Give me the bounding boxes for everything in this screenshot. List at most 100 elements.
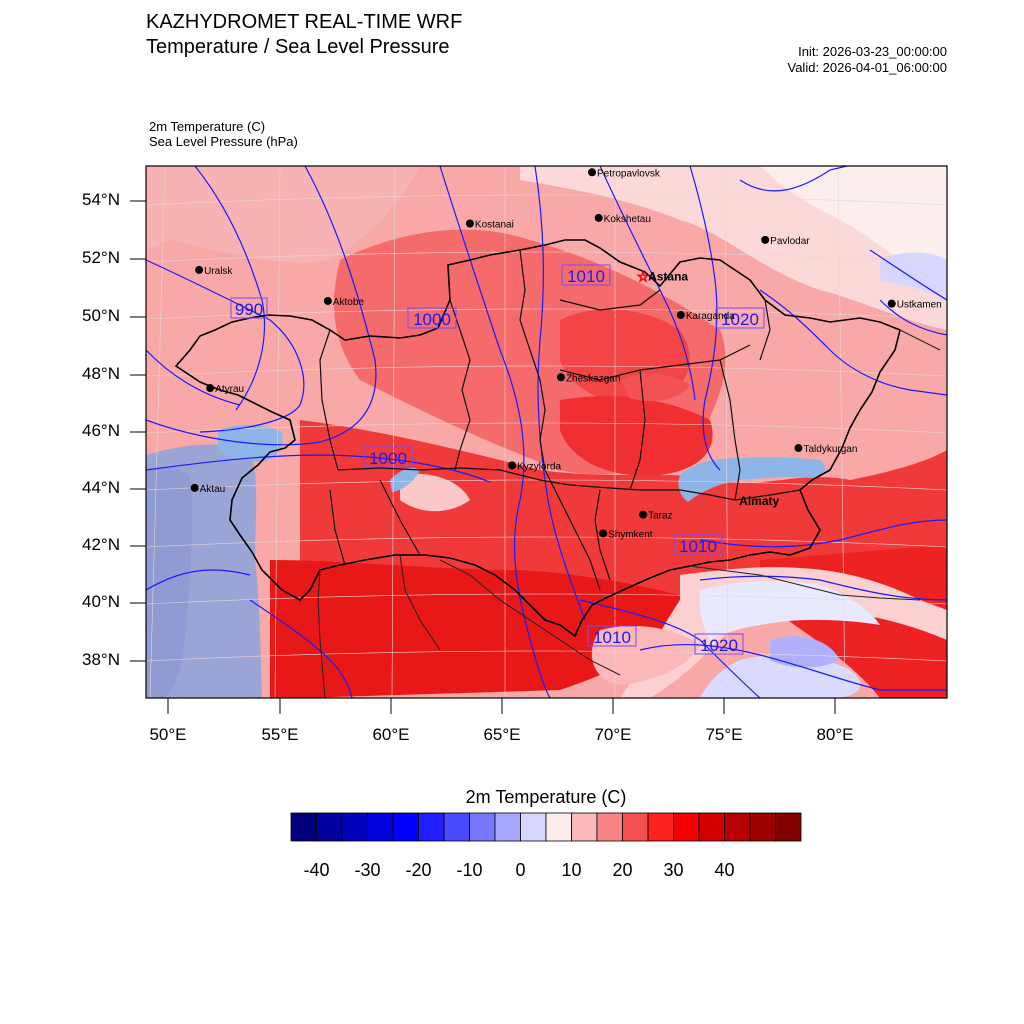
colorbar-tick-label: 30 bbox=[663, 860, 684, 880]
city-marker-dot bbox=[676, 311, 685, 320]
city-marker-dot bbox=[639, 510, 648, 519]
city-label: Karaganda bbox=[686, 311, 735, 322]
city-marker-dot bbox=[887, 299, 896, 308]
colorbar-swatch bbox=[596, 812, 623, 842]
lon-label: 65°E bbox=[483, 725, 521, 744]
map-title: KAZHYDROMET REAL-TIME WRF bbox=[146, 11, 463, 33]
lon-label: 60°E bbox=[372, 725, 410, 744]
city-marker-dot bbox=[599, 529, 608, 538]
colorbar-tick-label: 40 bbox=[714, 860, 735, 880]
lat-label: 48°N bbox=[82, 364, 120, 383]
colorbar-tick-label: -40 bbox=[303, 860, 330, 880]
lon-label: 50°E bbox=[149, 725, 187, 744]
country-border bbox=[174, 239, 901, 638]
isobar-labels: 990 1000 1010 1020 1000 1010 1010 1020 bbox=[230, 264, 765, 655]
colorbar-swatch bbox=[698, 812, 725, 842]
colorbar-swatch bbox=[775, 812, 802, 842]
city-marker-dot bbox=[556, 373, 565, 382]
colorbar-swatch bbox=[494, 812, 521, 842]
isobar-label: 1020 bbox=[700, 636, 738, 655]
city-marker-dot bbox=[588, 168, 597, 177]
lat-label: 50°N bbox=[82, 306, 120, 325]
valid-time: Valid: 2026-04-01_06:00:00 bbox=[787, 60, 948, 75]
city-label: Astana bbox=[648, 269, 688, 283]
colorbar bbox=[290, 812, 802, 842]
city-marker-dot bbox=[465, 219, 474, 228]
colorbar-swatch bbox=[290, 812, 317, 842]
isobar-label: 1020 bbox=[721, 310, 759, 329]
colorbar-tick-label: 0 bbox=[515, 860, 526, 880]
lon-label: 55°E bbox=[261, 725, 299, 744]
city-label: Almaty bbox=[739, 494, 779, 508]
colorbar-swatch bbox=[316, 812, 343, 842]
colorbar-swatch bbox=[469, 812, 496, 842]
isobar-label: 1000 bbox=[413, 310, 451, 329]
colorbar-tick-label: -10 bbox=[456, 860, 483, 880]
colorbar-swatch bbox=[545, 812, 572, 842]
colorbar-swatch bbox=[647, 812, 674, 842]
city-label: Atyrau bbox=[215, 384, 244, 395]
colorbar-tick-label: -30 bbox=[354, 860, 381, 880]
lat-label: 46°N bbox=[82, 421, 120, 440]
city-label: Zheskazgan bbox=[566, 373, 620, 384]
isobar-label: 1010 bbox=[593, 628, 631, 647]
axis-ticks bbox=[130, 200, 836, 714]
city-marker-dot bbox=[794, 444, 803, 453]
city-label: Aktobe bbox=[333, 297, 365, 308]
map-subtitle: Temperature / Sea Level Pressure bbox=[146, 36, 450, 58]
city-label: Kokshetau bbox=[604, 214, 651, 225]
isobar-label: 1000 bbox=[369, 449, 407, 468]
colorbar-swatch bbox=[341, 812, 368, 842]
colorbar-swatch bbox=[392, 812, 419, 842]
city-label: Aktau bbox=[200, 484, 226, 495]
lat-label: 42°N bbox=[82, 535, 120, 554]
city-label: Ustkamen bbox=[897, 300, 942, 311]
colorbar-tick-label: 20 bbox=[612, 860, 633, 880]
colorbar-swatch bbox=[571, 812, 598, 842]
temperature-field bbox=[146, 166, 947, 698]
isobars bbox=[146, 166, 947, 698]
colorbar-swatch bbox=[673, 812, 700, 842]
colorbar-swatch bbox=[443, 812, 470, 842]
city-label: Pavlodar bbox=[770, 236, 810, 247]
colorbar-tick-label: 10 bbox=[561, 860, 582, 880]
lon-label: 80°E bbox=[816, 725, 854, 744]
city-marker-dot bbox=[195, 265, 204, 274]
city-label: Shymkent bbox=[608, 529, 653, 540]
city-marker-dot bbox=[594, 213, 603, 222]
city-marker-dot bbox=[323, 296, 332, 305]
variable-pressure-label: Sea Level Pressure (hPa) bbox=[149, 134, 298, 149]
city-marker-dot bbox=[508, 461, 517, 470]
city-label: Uralsk bbox=[204, 266, 233, 277]
lon-label: 75°E bbox=[705, 725, 743, 744]
city-marker-dot bbox=[190, 483, 199, 492]
city-label: Kyzylorda bbox=[517, 461, 561, 472]
city-marker-dot bbox=[761, 235, 770, 244]
neighbor-borders bbox=[317, 329, 941, 699]
city-markers: Petropavlovsk Kostanai Kokshetau Pavlodar Ur… bbox=[190, 168, 942, 540]
colorbar-swatch bbox=[520, 812, 547, 842]
colorbar-tick-label: -20 bbox=[405, 860, 432, 880]
colorbar-swatch bbox=[622, 812, 649, 842]
capital-star-icon: ☆ bbox=[637, 269, 650, 285]
city-marker-dot bbox=[206, 384, 215, 393]
colorbar-swatch bbox=[749, 812, 776, 842]
colorbar-swatch bbox=[367, 812, 394, 842]
colorbar-title: 2m Temperature (C) bbox=[465, 787, 627, 807]
city-label: Petropavlovsk bbox=[597, 168, 661, 179]
colorbar-swatch bbox=[418, 812, 445, 842]
init-time: Init: 2026-03-23_00:00:00 bbox=[798, 44, 947, 59]
isobar-label: 990 bbox=[235, 300, 263, 319]
colorbar-swatch bbox=[724, 812, 751, 842]
isobar-label: 1010 bbox=[567, 267, 605, 286]
city-label: Taldykurgan bbox=[803, 444, 857, 455]
lat-label: 44°N bbox=[82, 478, 120, 497]
isobar-label: 1010 bbox=[679, 537, 717, 556]
variable-temperature-label: 2m Temperature (C) bbox=[149, 119, 266, 134]
lat-label: 40°N bbox=[82, 592, 120, 611]
lat-label: 54°N bbox=[82, 190, 120, 209]
city-label: Taraz bbox=[648, 511, 672, 522]
lon-label: 70°E bbox=[594, 725, 632, 744]
lat-label: 38°N bbox=[82, 650, 120, 669]
